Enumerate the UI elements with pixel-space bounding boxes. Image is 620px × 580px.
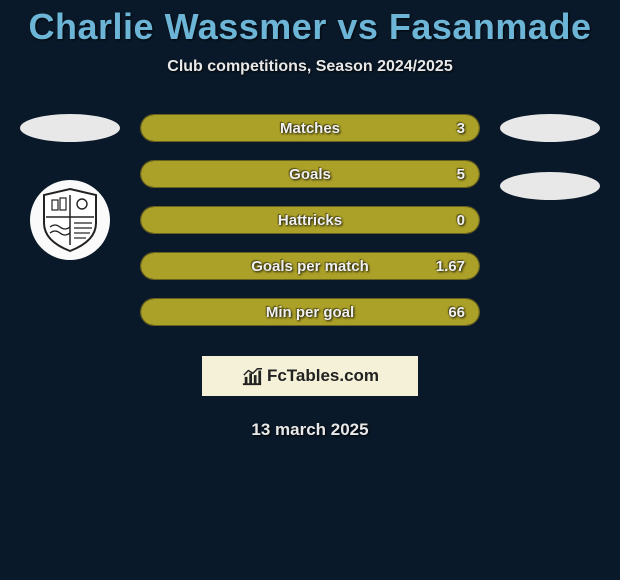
branding-text: FcTables.com [267,366,379,386]
main-row: Matches3 Goals5 Hattricks0 Goals per match1… [0,114,620,326]
player-oval-left [20,114,120,142]
stat-bar-label: Goals [141,161,479,187]
player-oval-right-2 [500,172,600,200]
stat-bar-value: 0 [457,207,465,233]
stat-bar: Hattricks0 [140,206,480,234]
stat-bar: Goals per match1.67 [140,252,480,280]
stat-bar-label: Matches [141,115,479,141]
stat-bar-label: Goals per match [141,253,479,279]
stat-bar: Matches3 [140,114,480,142]
date-text: 13 march 2025 [0,420,620,440]
stat-bar: Goals5 [140,160,480,188]
stat-bar-value: 3 [457,115,465,141]
stat-bar-label: Hattricks [141,207,479,233]
shield-icon [40,187,100,253]
branding-badge[interactable]: FcTables.com [202,356,418,396]
page-title: Charlie Wassmer vs Fasanmade [0,6,620,48]
left-column [18,114,122,260]
stat-bar-label: Min per goal [141,299,479,325]
comparison-card: Charlie Wassmer vs Fasanmade Club compet… [0,0,620,440]
stat-bar-value: 66 [448,299,465,325]
player-oval-right-1 [500,114,600,142]
club-crest-left [30,180,110,260]
stat-bar-value: 5 [457,161,465,187]
right-column [498,114,602,200]
stats-bars: Matches3 Goals5 Hattricks0 Goals per match1… [140,114,480,326]
bar-chart-icon [241,366,263,386]
stat-bar: Min per goal66 [140,298,480,326]
subtitle: Club competitions, Season 2024/2025 [0,58,620,76]
stat-bar-value: 1.67 [436,253,465,279]
